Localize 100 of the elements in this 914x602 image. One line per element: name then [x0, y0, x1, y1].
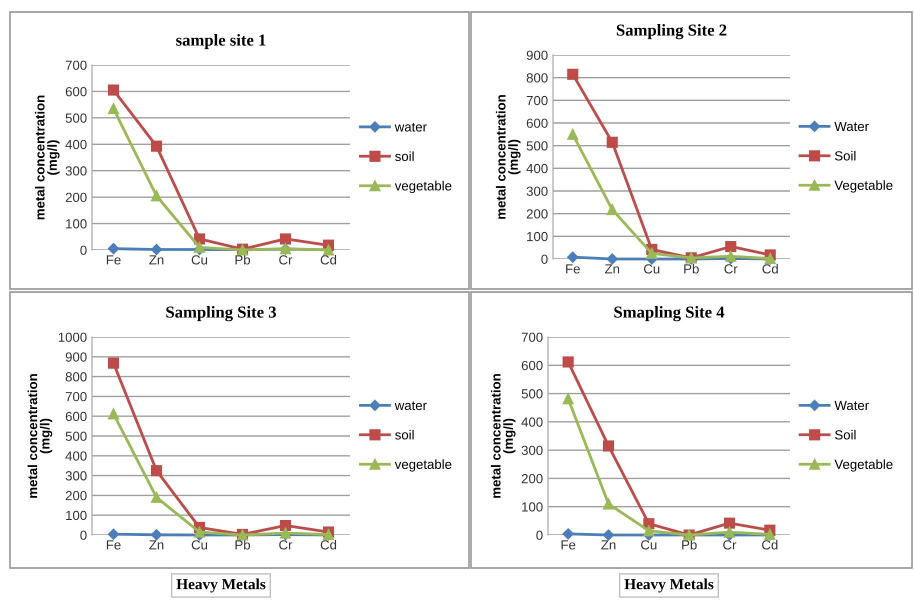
y-axis-title: metal concentration (mg/l) [34, 96, 60, 220]
y-tick-label: 500 [66, 113, 87, 123]
point [646, 248, 658, 259]
point [108, 243, 120, 254]
x-tick-label: Pb [236, 540, 250, 550]
y-tick-label: 0 [80, 530, 87, 540]
x-tick-label: Pb [236, 254, 250, 265]
y-tick-label: 600 [66, 412, 87, 422]
point [643, 525, 654, 536]
x-axis-title: Heavy Metals [176, 578, 266, 592]
point [150, 492, 162, 503]
x-tick-label: Fe [106, 255, 121, 265]
legend-label: vegetable [394, 180, 452, 194]
y-tick-label: 0 [541, 254, 548, 264]
y-axis-title: metal concentration (mg/l) [490, 374, 516, 498]
point [562, 393, 574, 404]
point [562, 528, 574, 540]
y-tick-label: 400 [526, 164, 548, 174]
legend-label: Water [834, 122, 869, 132]
y-tick-label: 0 [536, 530, 543, 540]
legend-label: Vegetable [834, 180, 892, 193]
point [150, 529, 162, 540]
point [567, 68, 578, 80]
y-tick-label: 200 [66, 192, 87, 202]
x-tick-label: Cu [192, 255, 208, 265]
point [567, 252, 578, 263]
y-tick-label: 700 [66, 60, 87, 70]
legend-label: Vegetable [834, 459, 893, 472]
y-tick-label: 600 [526, 118, 548, 128]
legend-label: soil [395, 430, 414, 440]
y-axis-title: metal concentration (mg/l) [496, 95, 521, 219]
y-tick-label: 500 [526, 141, 548, 151]
x-tick-label: Zn [149, 540, 164, 550]
y-tick-label: 800 [66, 372, 87, 382]
y-tick-label: 100 [527, 232, 548, 242]
x-tick-label: Fe [562, 540, 576, 550]
y-tick-label: 600 [522, 360, 543, 370]
point [150, 140, 162, 152]
y-tick-label: 800 [526, 73, 548, 83]
y-tick-label: 700 [526, 96, 548, 106]
point [280, 520, 292, 532]
x-tick-label: Zn [149, 255, 164, 264]
point [108, 358, 120, 369]
legend-label: Water [834, 400, 869, 410]
chart-title: Sampling Site 3 [166, 306, 276, 322]
point [150, 190, 162, 202]
point [108, 408, 120, 420]
point [602, 440, 614, 452]
chart-title: Smapling Site 4 [614, 306, 724, 322]
y-tick-label: 100 [66, 510, 87, 520]
x-tick-label: Cr [723, 540, 736, 550]
x-tick-label: Cr [279, 540, 292, 550]
y-tick-label: 200 [526, 209, 548, 219]
y-tick-label: 100 [522, 502, 543, 512]
x-tick-label: Cd [762, 540, 778, 550]
y-tick-label: 700 [522, 332, 543, 342]
y-tick-label: 900 [66, 352, 87, 362]
legend-label: water [394, 122, 427, 132]
point [602, 529, 614, 541]
point [724, 526, 736, 538]
y-tick-label: 300 [66, 166, 87, 176]
point [108, 84, 120, 96]
point [725, 250, 736, 262]
x-tick-label: Pb [684, 264, 699, 274]
legend-label: water [394, 401, 427, 410]
point [280, 233, 292, 244]
point [562, 356, 574, 368]
y-tick-label: 400 [65, 451, 87, 461]
chart-title: Sampling Site 2 [616, 24, 726, 40]
legend-label: Soil [835, 430, 856, 440]
point [108, 528, 120, 540]
x-tick-label: Cu [192, 540, 208, 550]
x-tick-label: Cr [724, 264, 738, 274]
y-tick-label: 700 [66, 392, 87, 402]
x-tick-label: Fe [566, 264, 580, 274]
y-tick-label: 1000 [58, 332, 87, 342]
x-tick-label: Zn [604, 264, 620, 274]
y-tick-label: 300 [526, 186, 548, 196]
point [108, 103, 120, 114]
legend-label: Soil [834, 150, 856, 161]
point [567, 128, 578, 140]
y-tick-label: 100 [66, 219, 87, 228]
y-tick-label: 500 [66, 432, 87, 441]
y-tick-label: 400 [65, 140, 87, 150]
point [724, 518, 736, 529]
y-tick-label: 500 [522, 389, 543, 398]
x-tick-label: Cd [762, 264, 778, 274]
chart-title: sample site 1 [176, 34, 266, 50]
y-tick-label: 600 [66, 86, 87, 96]
point [194, 526, 206, 538]
x-tick-label: Zn [601, 540, 616, 550]
y-tick-label: 900 [526, 50, 548, 60]
x-tick-label: Cd [320, 254, 336, 265]
x-tick-label: Cd [320, 540, 336, 550]
y-tick-label: 300 [522, 446, 543, 456]
point [606, 253, 618, 265]
y-tick-label: 200 [66, 490, 87, 500]
point [150, 465, 162, 476]
y-tick-label: 0 [80, 246, 87, 255]
x-tick-label: Cu [641, 540, 656, 550]
